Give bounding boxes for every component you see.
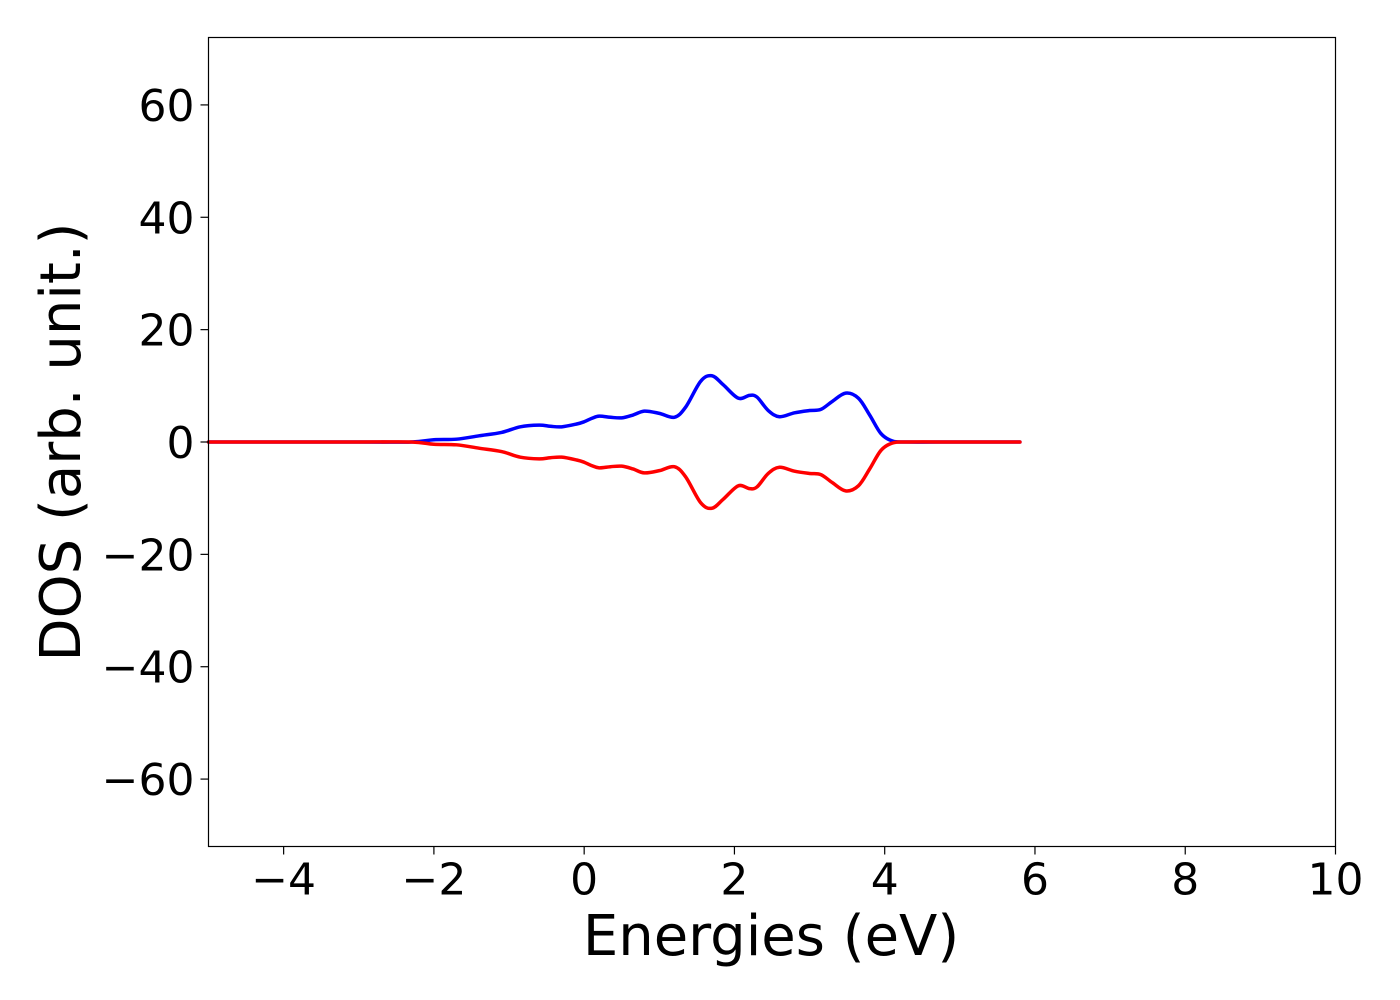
x-axis-title: Energies (eV) <box>583 904 959 969</box>
x-tick-label: 10 <box>1308 855 1364 906</box>
series-line-up <box>206 373 1022 444</box>
y-axis-title: DOS (arb. unit.) <box>29 222 94 661</box>
x-tick-label: 4 <box>871 855 899 906</box>
series-line-down <box>206 440 1022 511</box>
y-tick-label: 60 <box>139 81 195 132</box>
x-tick-label: 6 <box>1021 855 1049 906</box>
y-tick-label: −40 <box>102 643 195 694</box>
x-tick-label: 2 <box>720 855 748 906</box>
y-tick-label: 0 <box>167 418 195 469</box>
y-tick-label: 20 <box>139 306 195 357</box>
y-tick-label: −20 <box>102 530 195 581</box>
series-layer <box>206 373 1022 511</box>
x-tick-label: −4 <box>251 855 316 906</box>
y-tick-label: 40 <box>139 193 195 244</box>
x-tick-label: 0 <box>570 855 598 906</box>
y-tick-label: −60 <box>102 755 195 806</box>
x-tick-label: 8 <box>1171 855 1199 906</box>
x-tick-label: −2 <box>401 855 466 906</box>
y-axis-ticks: 60 40 20 0 −20 −40 −60 <box>102 81 209 806</box>
x-axis-ticks: −4 −2 0 2 4 6 8 10 <box>251 846 1364 906</box>
